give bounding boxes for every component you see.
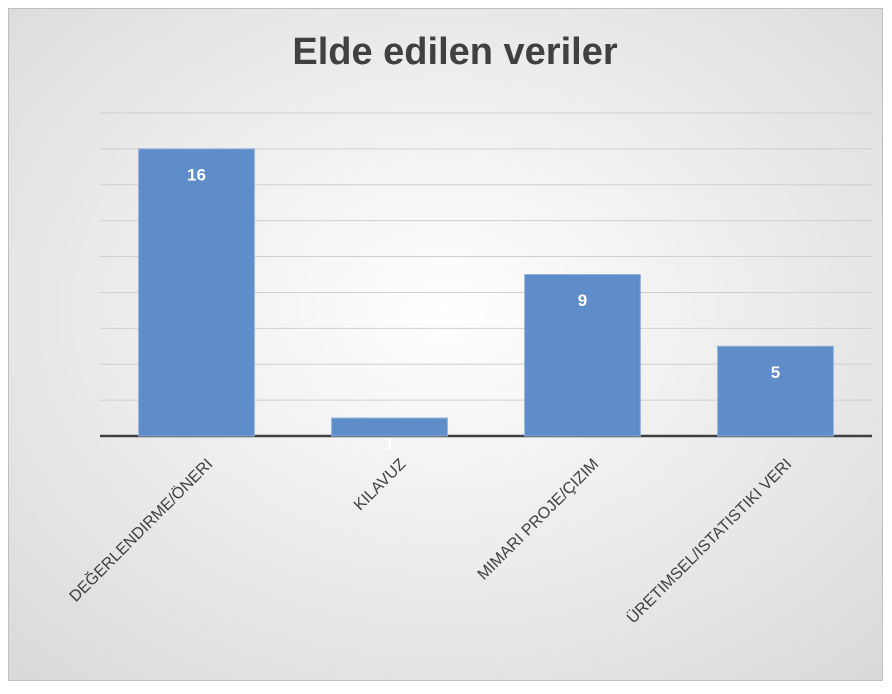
- bar: [717, 345, 834, 437]
- data-label: 5: [771, 363, 780, 382]
- data-label: 16: [187, 165, 206, 184]
- bar: [524, 274, 641, 437]
- chart-title: Elde edilen veriler: [292, 31, 617, 73]
- data-label: 9: [578, 291, 587, 310]
- bar: [331, 417, 448, 437]
- bars: [138, 148, 834, 437]
- data-label: 1: [385, 435, 394, 454]
- bar: [138, 148, 255, 437]
